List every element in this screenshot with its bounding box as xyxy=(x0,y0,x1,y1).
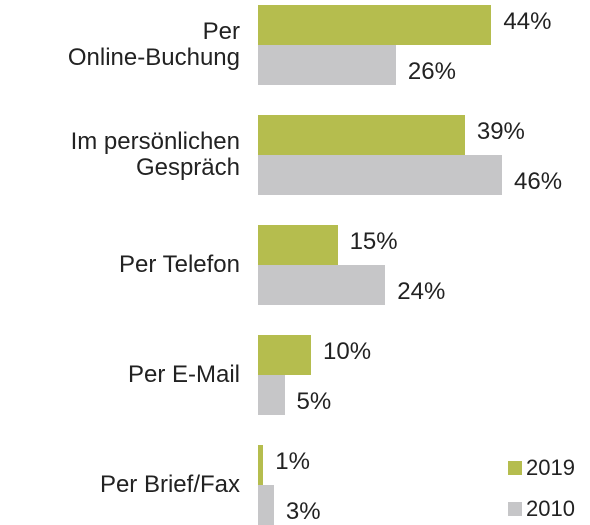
category-label: Im persönlichen Gespräch xyxy=(70,128,240,181)
category-label: Per Brief/Fax xyxy=(99,471,240,498)
category-label: Per Online-Buchung xyxy=(67,18,240,71)
legend-swatch xyxy=(508,502,522,516)
bar xyxy=(258,485,274,525)
legend-swatch xyxy=(508,461,522,475)
value-label: 24% xyxy=(397,278,446,305)
bar xyxy=(258,445,264,485)
legend-label: 2019 xyxy=(526,455,575,480)
bar xyxy=(258,375,285,415)
value-label: 46% xyxy=(514,168,563,195)
value-label: 44% xyxy=(503,8,552,35)
bar xyxy=(258,265,386,305)
bar xyxy=(258,45,396,85)
legend-label: 2010 xyxy=(526,496,575,521)
category-label: Per Telefon xyxy=(119,251,240,278)
value-label: 1% xyxy=(275,448,310,475)
bar xyxy=(258,5,492,45)
bar xyxy=(258,115,465,155)
value-label: 15% xyxy=(349,228,398,255)
bar xyxy=(258,335,312,375)
value-label: 3% xyxy=(285,498,321,525)
value-label: 10% xyxy=(323,338,372,365)
value-label: 39% xyxy=(476,118,525,145)
category-label: Per E-Mail xyxy=(127,361,240,388)
value-label: 5% xyxy=(296,388,332,415)
bar xyxy=(258,155,502,195)
value-label: 26% xyxy=(407,58,456,85)
bar xyxy=(258,225,338,265)
